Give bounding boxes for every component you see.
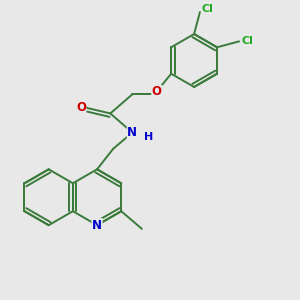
Text: H: H bbox=[143, 132, 153, 142]
Text: N: N bbox=[92, 219, 102, 232]
Text: O: O bbox=[152, 85, 162, 98]
Text: Cl: Cl bbox=[201, 4, 213, 14]
Text: N: N bbox=[128, 126, 137, 139]
Text: Cl: Cl bbox=[242, 36, 254, 46]
Text: O: O bbox=[76, 101, 86, 114]
